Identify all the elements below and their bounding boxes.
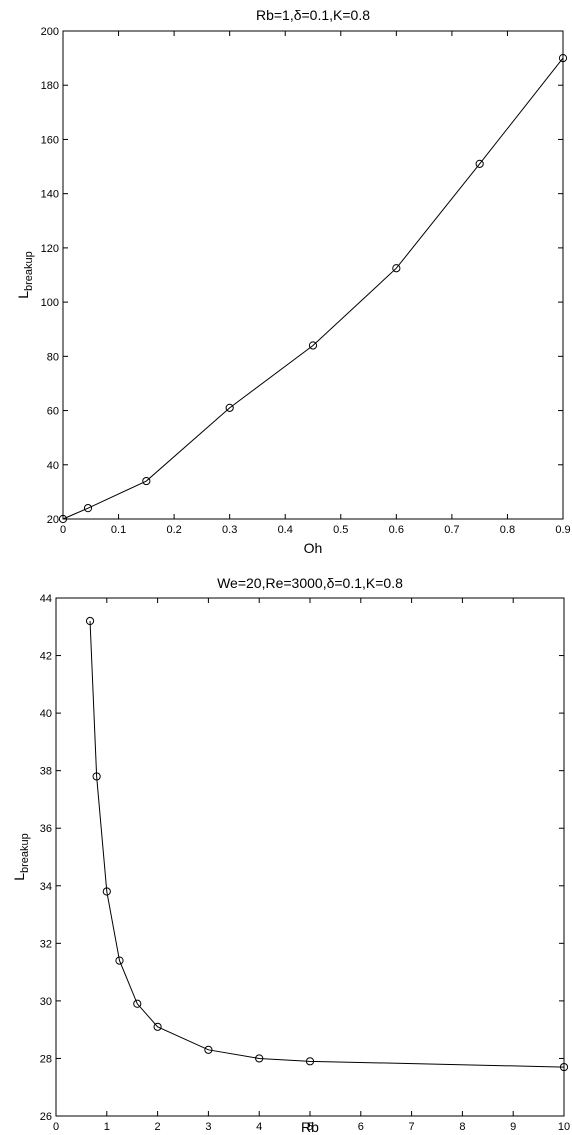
y-tick-label: 44 [40,593,52,605]
y-tick-label: 26 [40,1111,52,1123]
chart-1: Rb=1,δ=0.1,K=0.8 0 0.1 0.2 0.3 0.4 0.5 0.6 0.7 0.… [15,7,571,556]
y-tick-label: 38 [40,766,52,778]
data-point [92,772,101,781]
y-axis-label-sub: breakup [23,251,35,291]
y-tick-label: 200 [41,26,59,38]
y-tick-label: 160 [41,134,59,146]
y-tick-label: 40 [47,460,59,472]
y-tick-label: 34 [40,881,52,893]
data-point [133,999,142,1008]
y-axis-label: Lbreakup [15,251,35,299]
x-tick-label: 0.4 [278,524,293,536]
x-tick-label: 5 [307,1121,313,1133]
x-axis-label: Oh [304,540,323,556]
data-point [83,504,93,513]
data-point [85,616,95,626]
data-point [58,514,68,524]
x-tick-label: 9 [510,1121,516,1133]
y-tick-label: 120 [41,243,59,255]
x-tick-label: 0.9 [555,524,570,536]
x-tick-label: 3 [205,1121,211,1133]
series-line [62,57,564,520]
chart-2: We=20,Re=3000,δ=0.1,K=0.80 1 2 3 4 5 6 7 8 9 10262… [11,575,570,1135]
data-point [115,956,124,965]
y-axis-label-main: L [15,291,31,299]
y-tick-label: 42 [40,651,52,663]
x-tick-label: 4 [256,1121,262,1133]
x-tick-label: 0.2 [166,524,181,536]
y-axis-label-sub: breakup [19,833,31,873]
x-tick-label: 0 [53,1121,59,1133]
data-point [305,1057,315,1066]
x-tick-label: 1 [104,1121,110,1133]
data-point [225,403,234,412]
x-tick-label: 2 [155,1121,161,1133]
x-tick-label: 0.7 [444,524,459,536]
data-point [102,887,111,896]
y-tick-label: 60 [47,406,59,418]
x-tick-label: 8 [459,1121,465,1133]
data-point [475,159,484,168]
x-tick-label: 0.8 [500,524,515,536]
x-tick-label: 0.6 [389,524,404,536]
y-tick-label: 80 [47,351,59,363]
data-point [558,54,568,63]
x-tick-label: 0.5 [333,524,348,536]
plot-frame [55,597,565,1117]
data-point [255,1054,264,1063]
chart-title: Rb=1,δ=0.1,K=0.8 [256,7,370,23]
y-tick-label: 140 [41,189,59,201]
data-point [308,341,318,350]
y-axis-label-main: L [11,873,27,881]
plot-frame [62,30,564,520]
series-line [89,620,565,1068]
y-tick-label: 36 [40,823,52,835]
x-tick-label: 6 [358,1121,364,1133]
y-tick-label: 28 [40,1053,52,1065]
y-tick-label: 100 [41,297,59,309]
data-point [204,1045,213,1054]
chart-title: We=20,Re=3000,δ=0.1,K=0.8 [217,575,403,591]
x-tick-label: 10 [558,1121,570,1133]
y-tick-label: 32 [40,938,52,950]
y-tick-label: 40 [40,708,52,720]
y-axis-label: Lbreakup [11,833,31,881]
x-axis-label: Rb [301,1119,319,1135]
y-tick-label: 20 [47,514,59,526]
x-tick-label: 0.3 [222,524,237,536]
y-tick-label: 180 [41,80,59,92]
x-tick-label: 7 [409,1121,415,1133]
data-point [392,264,401,273]
data-point [153,1022,162,1031]
data-point [142,476,151,486]
x-tick-label: 0.1 [111,524,126,536]
y-tick-label: 30 [40,996,52,1008]
data-point [559,1062,569,1072]
x-tick-label: 0 [60,524,66,536]
